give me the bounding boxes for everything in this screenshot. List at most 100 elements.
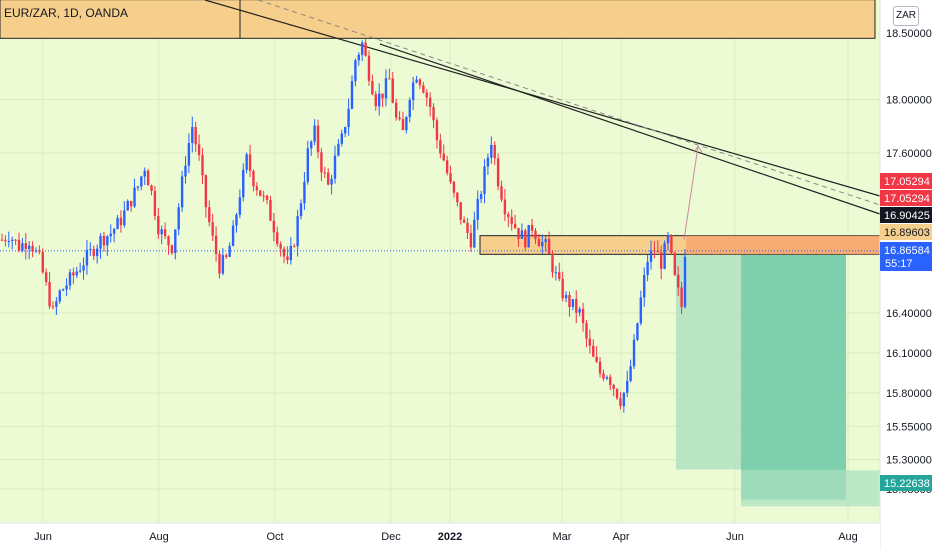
candle-up [7, 241, 10, 243]
candle-up [177, 207, 180, 230]
candle-up [578, 308, 581, 313]
time-axis-panel[interactable] [0, 523, 880, 550]
candle-up [643, 275, 646, 298]
candle-up [520, 230, 524, 239]
resistance-zone[interactable] [0, 0, 876, 39]
price-tag-label: 15.22638 [884, 478, 930, 490]
candle-up [116, 217, 119, 230]
candle-down [449, 173, 452, 182]
candle-down [660, 252, 663, 269]
candle-down [609, 377, 612, 385]
candle-down [320, 152, 323, 173]
candle-up [10, 239, 14, 242]
candle-up [473, 219, 476, 248]
candle-down [259, 190, 262, 196]
candle-up [354, 60, 357, 82]
y-tick-label: 18.00000 [886, 95, 932, 107]
candle-up [330, 178, 333, 185]
x-tick-label: Dec [381, 531, 401, 543]
candle-up [541, 241, 544, 247]
y-tick-label: 17.60000 [886, 148, 932, 160]
price-axis-panel[interactable] [880, 0, 932, 550]
candle-up [75, 271, 78, 276]
candle-down [255, 186, 259, 191]
candle-down [153, 191, 157, 216]
candle-down [316, 125, 320, 153]
candle-down [381, 93, 384, 99]
candle-down [150, 185, 153, 192]
candle-down [0, 239, 4, 241]
trendline-lower[interactable] [379, 43, 881, 215]
candle-down [537, 239, 541, 247]
price-tag-bg [880, 207, 932, 223]
candle-down [619, 398, 622, 407]
candle-down [602, 373, 605, 379]
candle-down [456, 192, 459, 203]
candle-down [265, 195, 269, 200]
candle-down [276, 232, 279, 244]
candle-down [493, 144, 496, 159]
x-tick-label: Aug [149, 531, 169, 543]
x-tick-label: 2022 [438, 531, 462, 543]
candle-down [211, 222, 214, 236]
candle-down [510, 217, 513, 224]
price-tag-bg [880, 475, 932, 491]
candle-up [626, 380, 629, 393]
candle-down [14, 239, 17, 241]
candle-down [371, 80, 374, 95]
candle-up [337, 143, 340, 156]
candle-down [279, 243, 282, 249]
currency-button[interactable]: ZAR [893, 6, 919, 26]
candle-down [500, 186, 503, 200]
candle-down [41, 251, 44, 273]
candle-up [486, 157, 490, 167]
candle-down [24, 243, 27, 250]
candle-down [592, 345, 595, 357]
candle-up [350, 81, 354, 109]
x-tick-label: Jun [726, 531, 744, 543]
candle-up [479, 194, 483, 199]
candle-down [225, 255, 228, 257]
candle-up [357, 54, 360, 61]
candle-down [551, 253, 554, 273]
candle-up [571, 299, 575, 308]
candle-up [85, 249, 89, 266]
candle-down [673, 252, 677, 275]
candle-up [632, 339, 636, 367]
take-profit-extension [741, 470, 880, 507]
stop-loss-zone[interactable] [686, 235, 880, 255]
candle-up [490, 144, 493, 158]
candle-down [388, 78, 391, 80]
candle-up [221, 255, 225, 274]
candle-down [534, 230, 537, 240]
y-tick-label: 15.80000 [886, 388, 932, 400]
candle-down [452, 181, 456, 193]
candle-down [585, 323, 588, 339]
candle-up [289, 245, 293, 261]
candle-down [92, 249, 95, 257]
candle-down [146, 170, 150, 186]
candle-up [340, 133, 344, 144]
trendline-upper[interactable] [204, 0, 881, 197]
candle-up [126, 201, 129, 211]
candle-up [180, 176, 184, 208]
candle-down [598, 361, 602, 374]
candle-up [299, 203, 303, 217]
candle-up [95, 248, 99, 257]
candle-up [109, 233, 112, 237]
candle-up [310, 141, 313, 149]
candle-down [293, 245, 296, 247]
price-tag-label: 17.05294 [884, 176, 930, 188]
candle-up [527, 225, 530, 248]
candle-down [364, 42, 367, 56]
price-tag-bg [880, 224, 932, 240]
y-tick-label: 15.30000 [886, 455, 932, 467]
take-profit-zone-inner[interactable] [741, 250, 846, 500]
candle-up [646, 261, 649, 276]
candle-up [160, 229, 163, 235]
candle-down [442, 153, 445, 161]
candle-down [248, 154, 252, 171]
candle-up [112, 229, 116, 234]
